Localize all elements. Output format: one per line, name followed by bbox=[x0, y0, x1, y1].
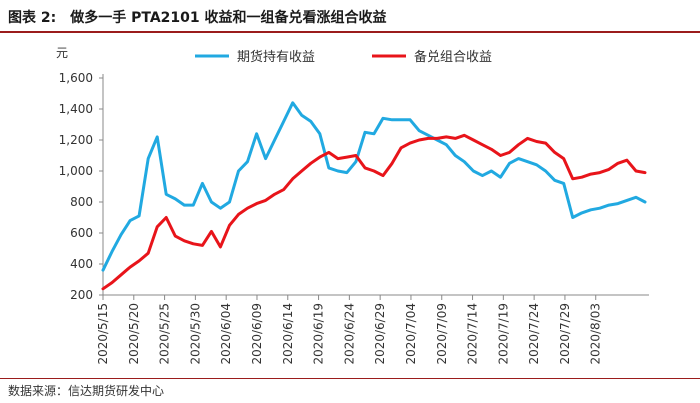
x-tick-label: 2020/6/09 bbox=[250, 303, 264, 365]
x-tick-label: 2020/7/19 bbox=[496, 303, 510, 365]
source-divider bbox=[0, 378, 700, 379]
x-tick-label: 2020/6/19 bbox=[312, 303, 326, 365]
line-chart: 200 400 600 800 1,000 1,200 1,400 1,600 元 2020/5/… bbox=[56, 46, 649, 365]
y-tick-label: 800 bbox=[70, 195, 93, 209]
title-divider bbox=[0, 31, 700, 33]
legend-label-2: 备兑组合收益 bbox=[414, 49, 492, 65]
x-tick-label: 2020/7/29 bbox=[558, 303, 572, 365]
figure-title: 图表 2: 做多一手 PTA2101 收益和一组备兑看涨组合收益 bbox=[8, 6, 688, 30]
figure-title-text: 做多一手 PTA2101 收益和一组备兑看涨组合收益 bbox=[70, 10, 387, 26]
x-tick-label: 2020/8/03 bbox=[589, 303, 603, 365]
x-tick-label: 2020/6/04 bbox=[219, 303, 233, 365]
x-tick-label: 2020/7/24 bbox=[527, 303, 541, 365]
y-axis-unit: 元 bbox=[56, 46, 68, 60]
series-line-1 bbox=[101, 101, 647, 272]
figure-label: 图表 2: bbox=[8, 10, 57, 26]
x-tick-label: 2020/7/14 bbox=[466, 303, 480, 365]
x-tick-label: 2020/5/15 bbox=[96, 303, 110, 365]
legend-label-1: 期货持有收益 bbox=[237, 49, 315, 65]
series-line-2 bbox=[101, 133, 647, 291]
source-note: 数据来源：信达期货研发中心 bbox=[8, 384, 165, 398]
x-tick-label: 2020/7/09 bbox=[435, 303, 449, 365]
y-tick-label: 400 bbox=[70, 257, 93, 271]
y-tick-label: 1,600 bbox=[59, 71, 93, 85]
x-tick-label: 2020/5/20 bbox=[127, 303, 141, 365]
x-tick-label: 2020/5/30 bbox=[188, 303, 202, 365]
x-tick-label: 2020/6/29 bbox=[373, 303, 387, 365]
y-tick-label: 1,000 bbox=[59, 164, 93, 178]
x-tick-label: 2020/6/24 bbox=[342, 303, 356, 365]
x-tick-label: 2020/7/04 bbox=[404, 303, 418, 365]
plot-area: 200 400 600 800 1,000 1,200 1,400 1,600 元 2020/5/… bbox=[56, 46, 649, 365]
y-tick-label: 1,200 bbox=[59, 133, 93, 147]
x-tick-label: 2020/5/25 bbox=[158, 303, 172, 365]
y-tick-label: 1,400 bbox=[59, 102, 93, 116]
x-tick-label: 2020/6/14 bbox=[281, 303, 295, 365]
y-tick-label: 600 bbox=[70, 226, 93, 240]
y-tick-label: 200 bbox=[70, 288, 93, 302]
